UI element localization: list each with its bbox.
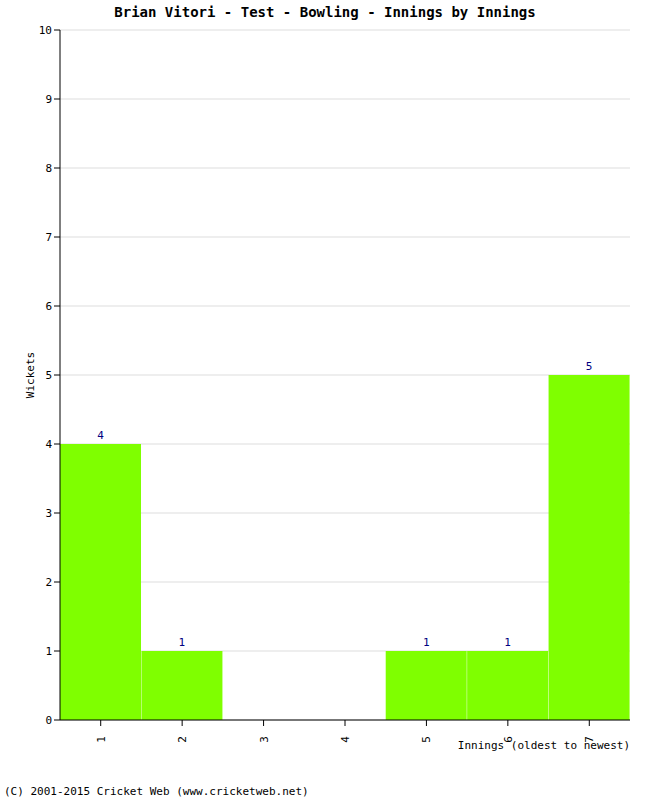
svg-text:4: 4 [339,736,352,743]
svg-text:0: 0 [45,714,52,727]
svg-text:2: 2 [45,576,52,589]
svg-text:1: 1 [179,636,186,649]
svg-text:2: 2 [176,736,189,743]
svg-text:5: 5 [586,360,593,373]
svg-text:4: 4 [97,429,104,442]
html-text:Wickets: Wickets [23,351,37,399]
svg-text:5: 5 [420,736,433,743]
svg-text:10: 10 [39,24,52,37]
html-text:(C) 2001-2015 Cricket Web (www: (C) 2001-2015 Cricket Web (www.cricketwe… [4,785,309,798]
svg-text:7: 7 [45,231,52,244]
svg-text:3: 3 [258,736,271,743]
svg-text:1: 1 [423,636,430,649]
svg-text:1: 1 [45,645,52,658]
html-text:Brian Vitori - Test - Bowling: Brian Vitori - Test - Bowling - Innings … [114,4,536,20]
svg-text:4: 4 [45,438,52,451]
svg-text:8: 8 [45,162,52,175]
svg-text:5: 5 [45,369,52,382]
svg-text:1: 1 [504,636,511,649]
html-text:Innings (oldest to newest): Innings (oldest to newest) [457,739,630,752]
svg-text:6: 6 [45,300,52,313]
svg-text:1: 1 [95,736,108,743]
svg-text:9: 9 [45,93,52,106]
svg-text:3: 3 [45,507,52,520]
